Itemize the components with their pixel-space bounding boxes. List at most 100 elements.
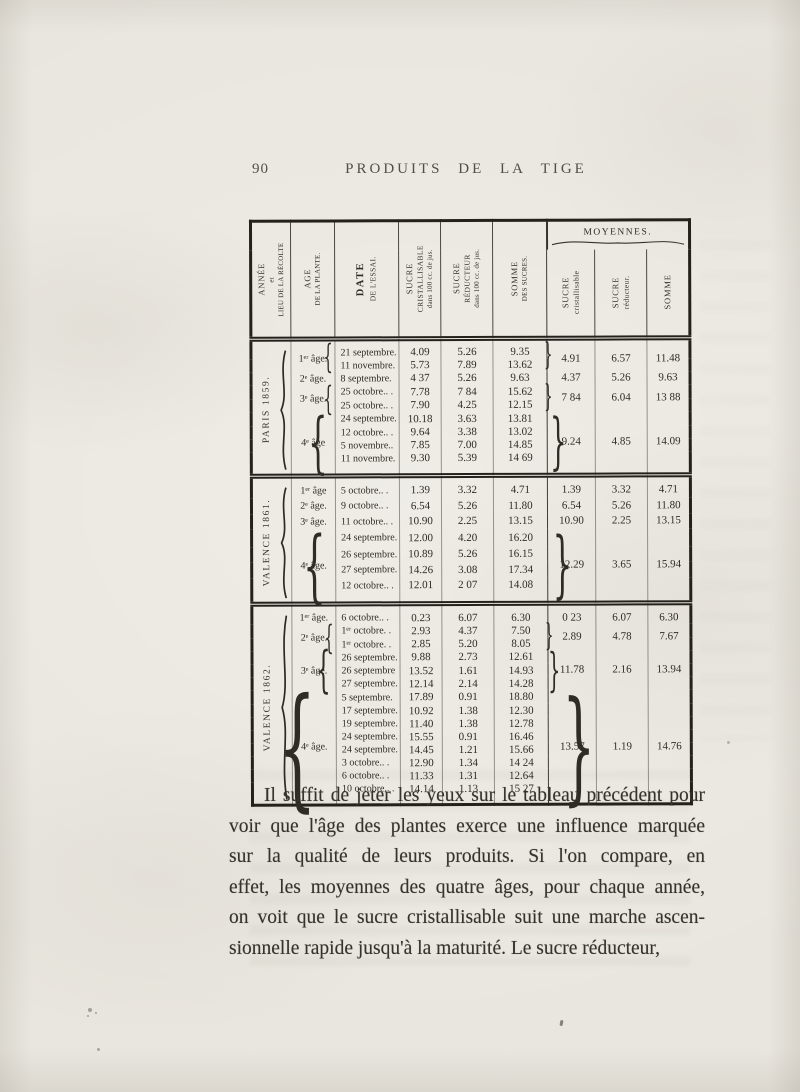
somme-cell: 6.30 xyxy=(493,603,548,624)
sucre-reducteur-cell: 4.37 xyxy=(441,623,494,638)
year-group-brace xyxy=(280,349,287,470)
header-line: et xyxy=(267,276,276,283)
sucre-reducteur-cell: 1.34 xyxy=(442,755,495,770)
date-cell: 3 octobre.. . xyxy=(336,756,401,770)
somme-cell: 14.28 xyxy=(494,677,549,691)
sucre-reducteur-cell: 0.91 xyxy=(442,729,495,744)
moyenne-group-brace: } xyxy=(552,522,573,608)
moyenne-reducteur-cell: 6.07 xyxy=(595,602,648,624)
moyenne-cristallisable-cell: 2.89} xyxy=(545,619,596,654)
moyenne-reducteur-cell: 4.78 xyxy=(595,623,648,651)
header-line: LIEU DE LA RÉCOLTE xyxy=(276,242,286,317)
sucre-cristallisable-cell: 7.78 xyxy=(399,384,442,399)
moyenne-somme-cell: 7.67 xyxy=(647,623,691,651)
col-header-annee: ANNÉE et LIEU DE LA RÉCOLTE xyxy=(250,221,291,339)
age-cell: 3ᵉ âge.{ xyxy=(291,641,337,699)
table-row: 2ᵉ âge.{1ᵉʳ octobre. . 2.93 4.37 7.50 2.89} 4… xyxy=(252,618,691,657)
header-line: SUCRE xyxy=(609,276,620,308)
header-line: SUCRE xyxy=(559,276,570,309)
age-group-brace: { xyxy=(316,641,331,700)
sucre-reducteur-cell: 2.73 xyxy=(441,650,495,665)
age-cell: 2ᵉ âge.{ xyxy=(291,618,336,658)
sucre-cristallisable-cell: 14.45 xyxy=(400,743,443,757)
sucre-reducteur-cell: 7.89 xyxy=(440,358,494,372)
date-cell: 12 octobre.. . xyxy=(335,577,400,604)
moyenne-cristallisable-cell: 0 23 xyxy=(547,603,596,624)
sucre-cristallisable-cell: 13.52 xyxy=(400,664,443,678)
age-group-brace: { xyxy=(307,403,328,482)
sucre-cristallisable-cell: 10.92 xyxy=(400,704,443,718)
sucre-cristallisable-cell: 4.09 xyxy=(398,338,441,359)
sucre-reducteur-cell: 5.20 xyxy=(441,637,494,651)
header-line: dans 100 cc. de jus. xyxy=(472,249,481,309)
year-cell: PARIS 1859. xyxy=(251,339,291,476)
year-label: PARIS 1859. xyxy=(261,375,272,444)
col-header-moyenne-somme: SOMME xyxy=(646,249,690,338)
paragraph-line: sur la qualité de leurs produits. Si l'o… xyxy=(229,846,705,867)
moyenne-somme-cell: 6.30 xyxy=(647,602,691,624)
somme-cell: 9.35 xyxy=(492,337,547,359)
moyenne-somme-cell: 13 88 xyxy=(647,383,691,411)
sucre-cristallisable-cell: 5.73 xyxy=(398,358,442,372)
page-number: 90 xyxy=(252,161,269,177)
somme-cell: 8.05 xyxy=(493,637,548,651)
date-cell: 5 septembre. xyxy=(336,690,401,705)
moyenne-somme-cell: 13.15 xyxy=(647,512,691,529)
date-cell: 8 septembre. xyxy=(335,371,400,385)
sucre-cristallisable-cell: 10.90 xyxy=(399,513,442,530)
table-row: 2ᵉ âge. 9 octobre.. . 6.54 5.26 11.80 6.54 5.2… xyxy=(251,497,691,515)
somme-cell: 12.61 xyxy=(493,650,549,665)
sucre-reducteur-cell: 4.20 xyxy=(441,528,494,547)
year-cell: VALENCE 1862. xyxy=(252,604,293,805)
date-cell: 24 septembre. xyxy=(335,529,400,547)
sucre-cristallisable-cell: 17.89 xyxy=(400,690,443,705)
age-group-brace: { xyxy=(324,618,334,658)
somme-cell: 16.46 xyxy=(494,729,549,743)
moyenne-cristallisable-cell: 4.91} xyxy=(544,337,596,372)
sucre-cristallisable-cell: 15.55 xyxy=(400,730,443,744)
somme-cell: 13.02 xyxy=(493,425,548,439)
sucre-cristallisable-cell: 7.90 xyxy=(399,398,442,412)
sucre-cristallisable-cell: 9.88 xyxy=(399,650,443,665)
sucre-reducteur-cell: 3.08 xyxy=(441,561,494,578)
age-cell: 1ᵉʳ âge.{ xyxy=(290,337,336,376)
table-row: 3ᵉ âge. 11 octobre.. . 10.90 2.25 13.15 10.90… xyxy=(252,512,691,530)
date-cell: 26 septembre xyxy=(336,664,401,678)
date-cell: 9 octobre.. . xyxy=(335,498,400,514)
date-cell: 11 novembre. xyxy=(334,358,400,372)
col-header-moyennes: MOYENNES. xyxy=(546,219,690,250)
col-header-sucre-cristallisable: SUCRE CRISTALLISABLE dans 100 cc. de jus. xyxy=(398,220,441,339)
table-row: 3ᵉ âge.{25 octobre.. . 7.78 7 84 15.62 7 84}… xyxy=(251,379,691,418)
date-cell: 27 septembre. xyxy=(335,562,400,578)
somme-cell: 15.62 xyxy=(493,384,548,399)
date-cell: 6 octobre.. . xyxy=(335,603,400,625)
sucre-cristallisable-cell: 9.30 xyxy=(399,451,442,476)
body-paragraph: Il suffit de jeter les yeux sur le table… xyxy=(229,781,705,964)
col-header-somme-des-sucres: SOMME DES SUCRES. xyxy=(492,220,547,338)
moyennes-wavy-rule xyxy=(551,241,684,246)
somme-cell: 15.66 xyxy=(494,742,549,756)
age-group-brace: { xyxy=(302,518,326,612)
year-block: VALENCE 1861. 1ᵉʳ âge 5 octobre.. . 1.39 3.3… xyxy=(251,474,691,612)
sucre-reducteur-cell: 1.38 xyxy=(442,716,495,731)
sucre-reducteur-cell: 7 84 xyxy=(441,384,494,399)
header-line: SUCRE xyxy=(404,263,415,295)
sucre-cristallisable-cell: 11.40 xyxy=(400,717,443,731)
somme-cell: 14.93 xyxy=(494,664,549,678)
somme-cell: 17.34 xyxy=(493,561,548,578)
moyenne-reducteur-cell: 2.16 xyxy=(595,650,649,690)
moyennes-label: MOYENNES. xyxy=(583,227,653,238)
somme-cell: 11.80 xyxy=(493,497,548,514)
date-cell: 19 septembre. xyxy=(336,717,401,731)
age-cell: 4ᵉ âge{ xyxy=(291,403,336,482)
header-line: SOMME xyxy=(661,274,673,310)
running-title: PRODUITS DE LA TIGE xyxy=(345,161,587,177)
moyenne-reducteur-cell: 6.57 xyxy=(594,337,648,372)
sucre-cristallisable-cell: 6.54 xyxy=(399,498,442,514)
col-header-moyenne-cristallisable: SUCRE cristallisable xyxy=(546,249,595,338)
year-block: PARIS 1859. 1ᵉʳ âge.{21 septembre. 4.09 5.2… xyxy=(250,337,691,482)
sucre-reducteur-cell: 1.38 xyxy=(442,703,495,718)
date-cell: 1ᵉʳ octobre. . xyxy=(335,624,400,639)
date-cell: 24 septembre. xyxy=(336,743,401,757)
date-cell: 5 novembre.. xyxy=(335,438,400,452)
